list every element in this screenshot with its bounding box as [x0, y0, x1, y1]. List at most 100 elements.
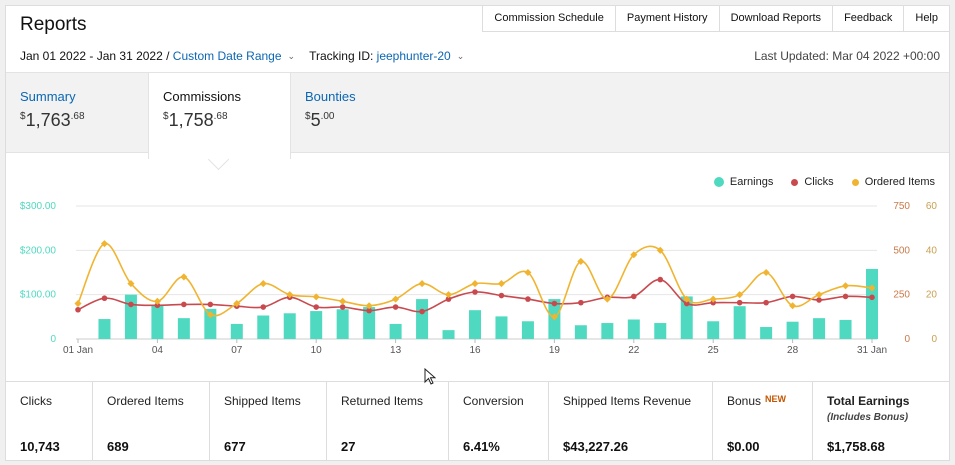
ordered-items-point: [312, 293, 320, 301]
earnings-bar: [760, 327, 773, 339]
earnings-bar: [601, 323, 614, 339]
x-tick-label: 22: [628, 345, 640, 356]
clicks-point: [763, 299, 769, 306]
clicks-point: [631, 293, 637, 300]
earnings-bar: [124, 294, 137, 339]
clicks-point: [683, 300, 690, 307]
x-tick-label: 04: [152, 345, 164, 356]
ordered-items-point: [868, 284, 876, 292]
tracking-id-dropdown[interactable]: jeephunter-20: [376, 49, 451, 63]
stats-bar: Clicks 10,743 Ordered Items 689 Shipped It…: [6, 381, 949, 461]
clicks-point: [313, 304, 320, 310]
earnings-bar: [786, 321, 799, 339]
chevron-down-icon[interactable]: ⌄: [456, 50, 465, 61]
tab-commissions[interactable]: Commissions $1,758.68: [148, 73, 291, 159]
chevron-down-icon[interactable]: ⌄: [287, 50, 296, 61]
x-tick-label: 13: [390, 345, 402, 356]
y-right-clicks-tick-label: 500: [893, 245, 910, 256]
ordered-items-point: [127, 280, 135, 288]
x-tick-label: 28: [787, 345, 799, 356]
ordered-items-point: [550, 313, 558, 321]
earnings-bar: [257, 315, 270, 339]
clicks-point: [419, 308, 425, 315]
stat-total-earnings: Total Earnings (Includes Bonus) $1,758.6…: [813, 382, 949, 461]
clicks-point: [101, 295, 108, 302]
ordered-items-point: [630, 251, 638, 259]
clicks-point: [842, 293, 849, 300]
page-title: Reports: [20, 14, 87, 35]
ordered-items-point: [444, 291, 453, 299]
clicks-point: [869, 294, 875, 301]
y-right-clicks-tick-label: 750: [893, 201, 910, 212]
earnings-bar: [283, 313, 296, 339]
nav-payment-history[interactable]: Payment History: [616, 6, 720, 31]
date-range-dropdown[interactable]: Custom Date Range: [172, 49, 282, 63]
clicks-point: [75, 306, 81, 313]
earnings-bar: [151, 305, 164, 339]
y-right-items-tick-label: 0: [931, 334, 937, 345]
nav-feedback[interactable]: Feedback: [833, 6, 905, 31]
tab-summary-label: Summary: [20, 89, 76, 104]
clicks-point: [392, 304, 399, 310]
report-tabs: Summary $1,763.68 Commissions $1,758.68 …: [6, 72, 949, 159]
y-right-items-tick-label: 60: [926, 201, 938, 212]
nav-download-reports[interactable]: Download Reports: [720, 6, 834, 31]
clicks-point: [551, 300, 558, 307]
stat-bonus: Bonus NEW $0.00: [713, 382, 813, 461]
commissions-amount: $1,758.68: [163, 110, 228, 130]
ordered-items-point: [762, 268, 770, 277]
clicks-point: [181, 301, 187, 308]
x-tick-label: 07: [231, 345, 243, 356]
y-left-tick-label: $300.00: [20, 201, 57, 212]
earnings-bar: [98, 319, 111, 339]
top-nav: Commission Schedule Payment History Down…: [482, 6, 949, 32]
earnings-bar: [310, 311, 323, 339]
mouse-cursor-icon: [424, 368, 436, 385]
clicks-point: [207, 301, 214, 308]
earnings-bar: [230, 323, 243, 339]
earnings-bar: [521, 321, 534, 339]
earnings-bar: [574, 325, 587, 339]
legend-clicks[interactable]: Clicks: [791, 176, 834, 188]
reports-panel: Reports Commission Schedule Payment Hist…: [5, 5, 950, 461]
clicks-point: [525, 296, 531, 302]
ordered-items-point: [365, 302, 373, 310]
ordered-items-point: [683, 295, 691, 303]
tracking-label: Tracking ID:: [309, 49, 374, 63]
earnings-bar: [177, 318, 190, 339]
clicks-point: [657, 276, 664, 283]
summary-amount: $1,763.68: [20, 110, 85, 130]
earnings-bar: [204, 308, 217, 339]
ordered-items-point: [206, 311, 214, 319]
new-badge: NEW: [765, 394, 787, 404]
ordered-items-point: [286, 291, 294, 299]
stat-returned-items: Returned Items 27: [327, 382, 449, 461]
ordered-items-point: [339, 297, 347, 305]
ordered-items-point: [153, 297, 161, 305]
ordered-items-point: [603, 295, 611, 303]
clicks-point: [445, 296, 452, 302]
clicks-point: [339, 304, 346, 310]
clicks-point: [366, 307, 372, 314]
y-right-clicks-tick-label: 0: [904, 334, 910, 345]
ordered-items-point: [709, 295, 717, 303]
earnings-bar: [469, 310, 481, 339]
nav-help[interactable]: Help: [915, 12, 938, 24]
tab-summary[interactable]: Summary $1,763.68: [6, 73, 148, 154]
clicks-point: [816, 297, 822, 303]
earnings-bar: [839, 319, 852, 339]
stat-shipped-revenue: Shipped Items Revenue $43,227.26: [549, 382, 713, 461]
legend-ordered-items[interactable]: Ordered Items: [851, 176, 935, 188]
earnings-bar: [627, 319, 640, 339]
earnings-bar: [866, 268, 878, 339]
earnings-bar: [336, 309, 349, 339]
nav-commission-schedule[interactable]: Commission Schedule: [483, 6, 616, 31]
legend-earnings[interactable]: Earnings: [713, 176, 773, 188]
y-left-tick-label: $200.00: [20, 245, 57, 256]
ordered-items-point: [74, 299, 82, 308]
ordered-items-point: [577, 257, 585, 265]
ordered-items-point: [392, 295, 400, 303]
tab-bounties[interactable]: Bounties $5.00: [291, 73, 411, 154]
earnings-bar: [733, 306, 746, 339]
earnings-bar: [416, 299, 429, 339]
